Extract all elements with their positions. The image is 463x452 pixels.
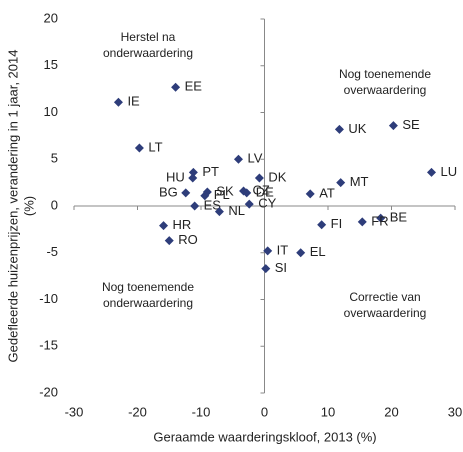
point-label: LU xyxy=(441,164,458,179)
point-label: ES xyxy=(204,197,222,212)
point xyxy=(388,121,398,131)
point xyxy=(134,143,144,153)
point xyxy=(242,188,252,198)
point-label: IT xyxy=(277,242,289,257)
point-label: SI xyxy=(275,260,287,275)
quadrant-annotation: Nog toenemende xyxy=(102,280,194,294)
x-tick-label: 0 xyxy=(261,404,268,419)
point xyxy=(188,167,198,177)
point-label: EE xyxy=(185,79,203,94)
quadrant-annotation: Herstel na xyxy=(121,30,176,44)
y-tick-label: -10 xyxy=(39,291,58,306)
point-label: MT xyxy=(350,174,369,189)
point xyxy=(376,213,386,223)
point xyxy=(296,248,306,258)
quadrant-annotation: Correctie van xyxy=(349,290,420,304)
point-label: FI xyxy=(331,216,343,231)
quadrant-annotation: overwaardering xyxy=(344,306,427,320)
x-tick-label: -10 xyxy=(192,404,211,419)
point-label: BG xyxy=(159,184,178,199)
quadrant-annotation: overwaardering xyxy=(344,83,427,97)
y-tick-label: 15 xyxy=(44,57,58,72)
point-label: FR xyxy=(371,213,388,228)
point xyxy=(113,97,123,107)
point-label: IE xyxy=(127,94,140,109)
point-label: RO xyxy=(178,232,198,247)
point xyxy=(214,207,224,217)
point xyxy=(200,191,210,201)
y-tick-label: -15 xyxy=(39,338,58,353)
point-label: CZ xyxy=(253,182,270,197)
x-tick-label: -30 xyxy=(65,404,84,419)
point-label: EL xyxy=(310,244,326,259)
point xyxy=(188,173,198,183)
y-tick-label: 10 xyxy=(44,104,58,119)
point-label: HU xyxy=(166,169,185,184)
x-tick-label: -20 xyxy=(128,404,147,419)
point xyxy=(164,236,174,246)
point-label: SE xyxy=(402,117,420,132)
point xyxy=(159,221,169,231)
quadrant-annotation: Nog toenemende xyxy=(339,67,431,81)
y-tick-label: -20 xyxy=(39,384,58,399)
point-label: PL xyxy=(214,187,230,202)
point xyxy=(317,220,327,230)
point xyxy=(334,124,344,134)
point xyxy=(336,178,346,188)
point xyxy=(244,199,254,209)
x-axis-label: Geraamde waarderingskloof, 2013 (%) xyxy=(153,429,376,444)
x-tick-label: 10 xyxy=(321,404,335,419)
point-label: DE xyxy=(256,184,274,199)
point-label: CY xyxy=(258,196,276,211)
point xyxy=(171,82,181,92)
quadrant-annotation: onderwaardering xyxy=(103,296,193,310)
y-axis-label: (%) xyxy=(21,196,36,216)
point xyxy=(305,189,315,199)
point-label: BE xyxy=(390,210,408,225)
point-label: LT xyxy=(148,139,162,154)
point xyxy=(190,201,200,211)
point xyxy=(181,188,191,198)
point xyxy=(261,264,271,274)
point-label: HR xyxy=(173,217,192,232)
quadrant-annotation: onderwaardering xyxy=(103,46,193,60)
point xyxy=(263,246,273,256)
point-label: LV xyxy=(247,151,262,166)
y-axis-label: Gedefleerde huizenprijzen, verandering i… xyxy=(5,50,20,363)
point-label: DK xyxy=(268,169,286,184)
point-label: NL xyxy=(228,203,245,218)
point-label: AT xyxy=(319,185,335,200)
x-tick-label: 30 xyxy=(448,404,462,419)
y-tick-label: 0 xyxy=(51,197,58,212)
point-label: PT xyxy=(202,164,219,179)
point xyxy=(254,173,264,183)
y-tick-label: 20 xyxy=(44,10,58,25)
point xyxy=(233,154,243,164)
y-tick-label: 5 xyxy=(51,151,58,166)
point-label: SK xyxy=(216,183,234,198)
point xyxy=(427,167,437,177)
point xyxy=(357,217,367,227)
x-tick-label: 20 xyxy=(384,404,398,419)
point-label: UK xyxy=(348,121,366,136)
y-tick-label: -5 xyxy=(46,244,58,259)
